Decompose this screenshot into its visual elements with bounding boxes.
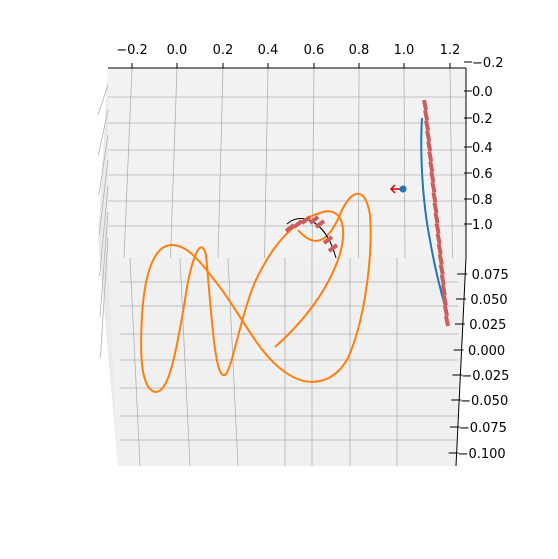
quiver-segment bbox=[440, 284, 447, 296]
x-grid-line bbox=[358, 67, 360, 259]
x-tick-label: 0.2 bbox=[213, 43, 234, 58]
axes-panes bbox=[98, 68, 466, 466]
x-tick-label: 1.0 bbox=[394, 43, 415, 58]
quiver-segment bbox=[427, 151, 434, 162]
x-tick-label: 0.0 bbox=[167, 43, 188, 58]
floor-grid-line bbox=[129, 257, 141, 467]
z-tick-label: −0.100 bbox=[458, 447, 506, 462]
x-tick-label: −0.2 bbox=[116, 43, 148, 58]
quiver-segment bbox=[284, 223, 296, 233]
x-tick-label: 0.4 bbox=[258, 43, 279, 58]
y-tick-label: 0.6 bbox=[472, 167, 493, 182]
z-tick-label: 0.000 bbox=[468, 344, 505, 359]
z-tick-label: 0.075 bbox=[472, 268, 509, 283]
left-grid-line bbox=[100, 237, 109, 359]
left-grid-line bbox=[99, 185, 109, 277]
left-grid-line bbox=[99, 211, 109, 318]
y-tick-label: 0.4 bbox=[472, 141, 493, 156]
z-tick-label: −0.025 bbox=[461, 369, 509, 384]
y-tick-label: 0.2 bbox=[472, 112, 493, 127]
x-ticks: −0.2 0.0 0.2 0.4 0.6 0.8 1.0 1.2 bbox=[116, 43, 460, 68]
z-tick-label: 0.050 bbox=[470, 293, 507, 308]
quiver-segment bbox=[322, 235, 334, 245]
quiver-segment bbox=[436, 243, 443, 255]
floor-grid-line bbox=[179, 257, 191, 467]
left-grid-line bbox=[98, 109, 109, 156]
quiver-segment bbox=[438, 264, 445, 275]
quiver-segment bbox=[431, 192, 438, 203]
left-grid-line bbox=[98, 159, 109, 236]
quiver-segment bbox=[292, 219, 304, 229]
y-ticks: −0.2 0.0 0.2 0.4 0.6 0.8 1.0 bbox=[464, 56, 504, 233]
y-tick-label: 0.8 bbox=[472, 193, 493, 208]
quiver-segment bbox=[434, 223, 441, 234]
quiver-segment bbox=[429, 171, 436, 183]
quiver-segment bbox=[308, 215, 320, 225]
quiver-segment bbox=[432, 202, 439, 214]
quiver-segment bbox=[428, 161, 435, 173]
quiver-segment bbox=[300, 215, 312, 225]
quiver-center bbox=[284, 215, 339, 253]
quiver-segment bbox=[426, 140, 433, 152]
quiver-segment bbox=[439, 274, 446, 286]
quiver-segment bbox=[327, 243, 339, 253]
quiver-segment bbox=[423, 109, 430, 121]
x-tick-label: 0.6 bbox=[304, 43, 325, 58]
quiver-segment bbox=[430, 181, 437, 193]
quiver-segment bbox=[435, 233, 442, 245]
z-axis-line bbox=[455, 257, 467, 467]
y-tick-label: 1.0 bbox=[472, 218, 493, 233]
quiver-segment bbox=[442, 305, 449, 317]
series-layer bbox=[140, 99, 450, 394]
left-grid-line bbox=[98, 134, 109, 196]
quiver-segment bbox=[425, 130, 432, 142]
back-pane bbox=[108, 68, 466, 258]
series-orange-figure-eight bbox=[140, 192, 372, 394]
left-grid-line bbox=[97, 84, 109, 116]
blue-point bbox=[399, 185, 407, 193]
axis-frames bbox=[108, 67, 467, 467]
x-tick-label: 0.8 bbox=[349, 43, 370, 58]
z-tick-label: −0.075 bbox=[459, 421, 507, 436]
red-arrow bbox=[389, 184, 400, 194]
y-tick-label: −0.2 bbox=[472, 56, 504, 71]
z-tick-label: −0.050 bbox=[460, 394, 508, 409]
z-tick-label: 0.025 bbox=[469, 318, 506, 333]
floor-pane bbox=[108, 258, 466, 466]
quiver-segment bbox=[424, 120, 431, 131]
series-blue-curve bbox=[420, 117, 447, 311]
floor-grid-line bbox=[227, 257, 239, 467]
quiver-segment bbox=[422, 99, 428, 111]
y-tick-label: 0.0 bbox=[472, 85, 493, 100]
quiver-segment bbox=[433, 212, 440, 224]
quiver-right bbox=[422, 99, 450, 327]
grid-lines bbox=[97, 67, 466, 467]
quiver-segment bbox=[441, 295, 448, 306]
quiver-segment bbox=[437, 253, 444, 265]
quiver-segment bbox=[444, 315, 450, 327]
quiver-segment bbox=[314, 219, 326, 229]
x-tick-label: 1.2 bbox=[440, 43, 461, 58]
z-ticks: 0.075 0.050 0.025 0.000 −0.025 −0.050 −0.075 −0… bbox=[448, 268, 509, 462]
